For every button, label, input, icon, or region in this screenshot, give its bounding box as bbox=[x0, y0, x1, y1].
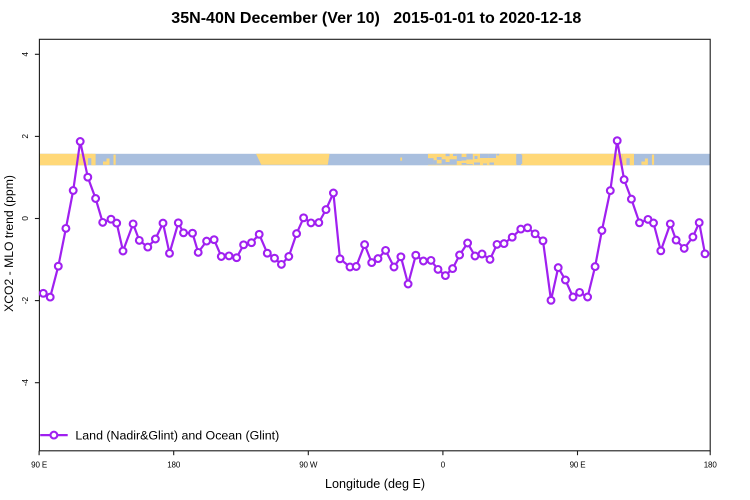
svg-text:0: 0 bbox=[441, 461, 446, 470]
svg-text:90 E: 90 E bbox=[570, 461, 586, 470]
svg-text:Land (Nadir&Glint) and Ocean (: Land (Nadir&Glint) and Ocean (Glint) bbox=[75, 429, 279, 443]
svg-text:90 E: 90 E bbox=[31, 461, 47, 470]
svg-text:35N-40N December (Ver 10) 20: 35N-40N December (Ver 10) 2015-01-01 to … bbox=[171, 10, 581, 27]
svg-text:4: 4 bbox=[20, 52, 30, 57]
svg-text:Longitude (deg E): Longitude (deg E) bbox=[325, 477, 425, 491]
svg-text:-2: -2 bbox=[20, 297, 30, 305]
svg-text:180: 180 bbox=[167, 461, 181, 470]
svg-text:180: 180 bbox=[704, 461, 718, 470]
svg-text:-4: -4 bbox=[20, 379, 30, 387]
svg-text:0: 0 bbox=[20, 216, 30, 221]
svg-text:2: 2 bbox=[20, 134, 30, 139]
svg-text:XCO2 - MLO trend (ppm): XCO2 - MLO trend (ppm) bbox=[2, 175, 16, 312]
svg-text:90 W: 90 W bbox=[299, 461, 318, 470]
